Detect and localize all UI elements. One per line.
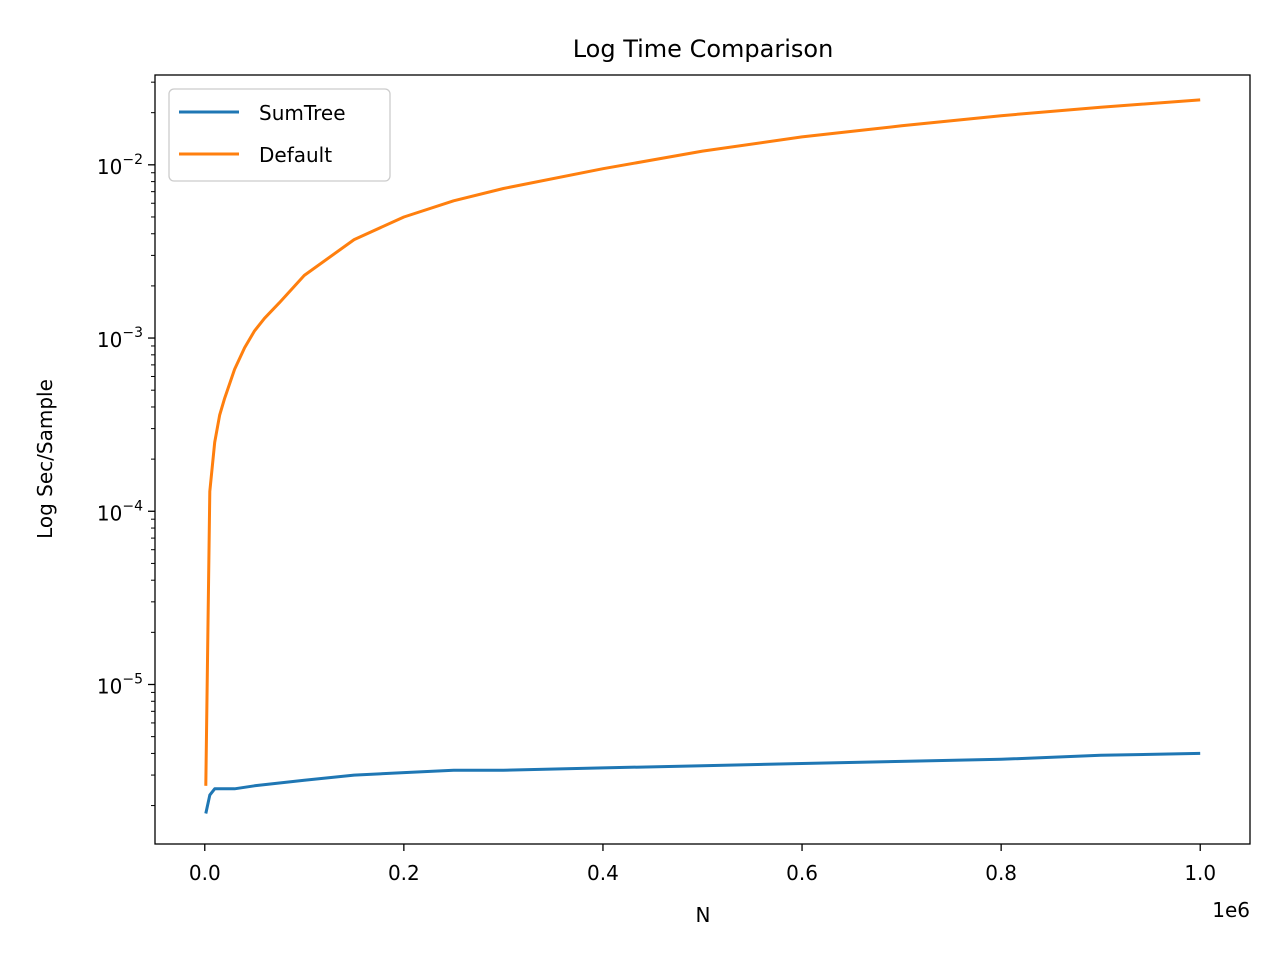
x-tick-label: 0.2 bbox=[388, 861, 420, 885]
plot-lines bbox=[204, 98, 1201, 814]
plot-frame bbox=[154, 74, 1251, 845]
chart-title: Log Time Comparison bbox=[573, 35, 834, 63]
y-tick-label: 10−3 bbox=[97, 325, 143, 352]
y-tick-label: 10−2 bbox=[97, 152, 143, 179]
x-tick-label: 0.6 bbox=[786, 861, 818, 885]
y-tick-label: 10−5 bbox=[97, 671, 143, 698]
x-axis-label: N bbox=[696, 903, 711, 927]
x-offset-label: 1e6 bbox=[1212, 898, 1250, 922]
series-line-default bbox=[204, 98, 1201, 786]
x-tick-label: 0.8 bbox=[985, 861, 1017, 885]
legend: SumTree Default bbox=[168, 88, 391, 182]
y-tick-label: 10−4 bbox=[97, 498, 143, 525]
y-axis: 10−5 10−4 10−3 10−2 bbox=[97, 81, 155, 807]
legend-label-sumtree: SumTree bbox=[259, 101, 346, 125]
x-axis: 0.0 0.2 0.4 0.6 0.8 1.0 bbox=[189, 844, 1216, 885]
x-tick-label: 0.4 bbox=[587, 861, 619, 885]
series-line-sumtree bbox=[204, 751, 1201, 814]
legend-label-default: Default bbox=[259, 143, 332, 167]
x-tick-label: 0.0 bbox=[189, 861, 221, 885]
y-axis-label: Log Sec/Sample bbox=[33, 379, 57, 539]
x-tick-label: 1.0 bbox=[1184, 861, 1216, 885]
